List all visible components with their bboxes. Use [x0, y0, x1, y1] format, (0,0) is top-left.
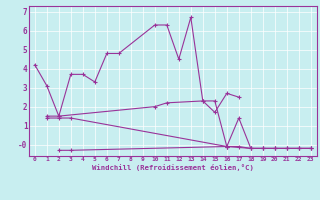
X-axis label: Windchill (Refroidissement éolien,°C): Windchill (Refroidissement éolien,°C)	[92, 164, 254, 171]
